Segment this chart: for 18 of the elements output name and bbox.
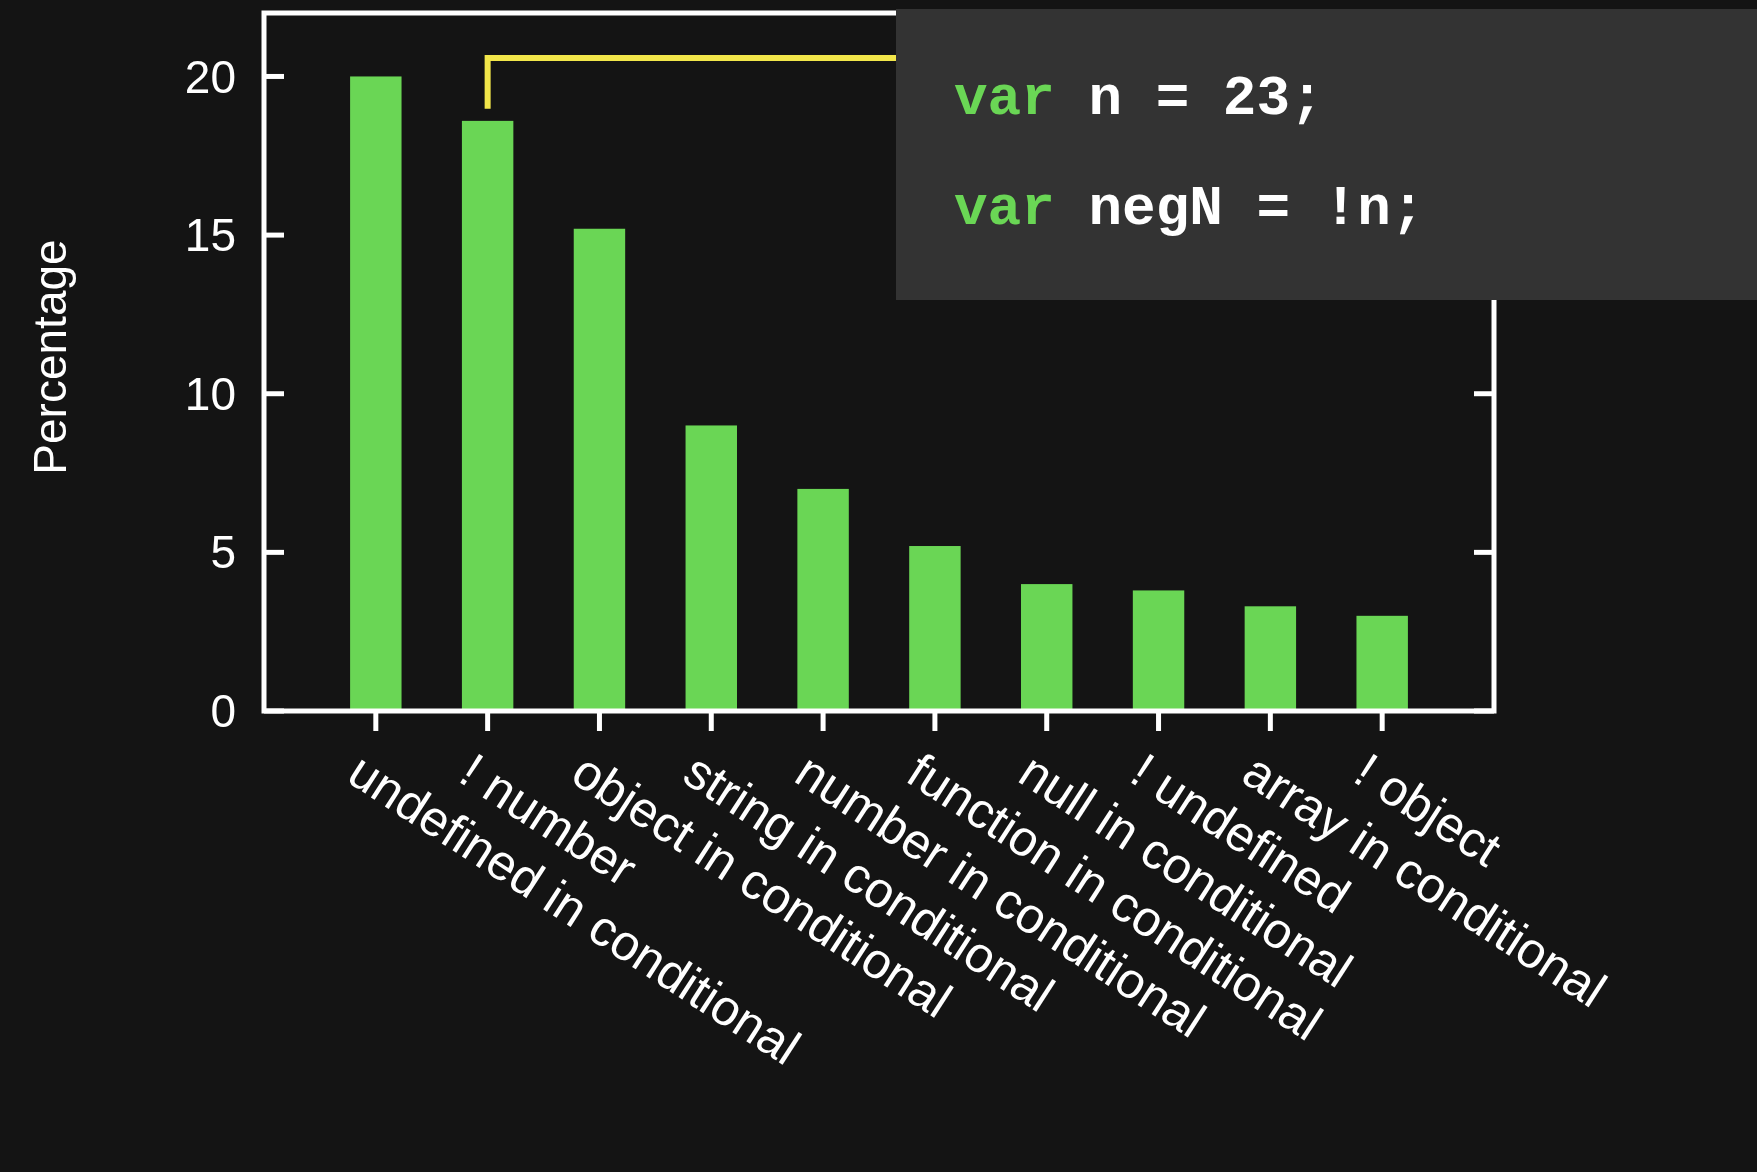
y-axis-title: Percentage <box>24 239 76 475</box>
y-tick-label: 15 <box>184 209 236 262</box>
bar <box>461 120 514 711</box>
annotation: var negN = !n; <box>954 177 1425 241</box>
y-tick-label: 20 <box>184 50 236 103</box>
y-tick-label: 5 <box>210 526 236 579</box>
bar <box>1132 590 1185 711</box>
bar <box>685 425 737 711</box>
bar <box>350 76 402 711</box>
bar <box>1244 606 1297 711</box>
bar <box>573 228 626 711</box>
y-tick-label: 10 <box>184 367 236 420</box>
y-tick-label: 0 <box>210 685 236 738</box>
bar <box>909 546 961 711</box>
bar <box>797 488 849 711</box>
bar <box>1356 615 1408 711</box>
annotation: var n = 23; <box>954 67 1324 131</box>
bar <box>1021 584 1073 711</box>
